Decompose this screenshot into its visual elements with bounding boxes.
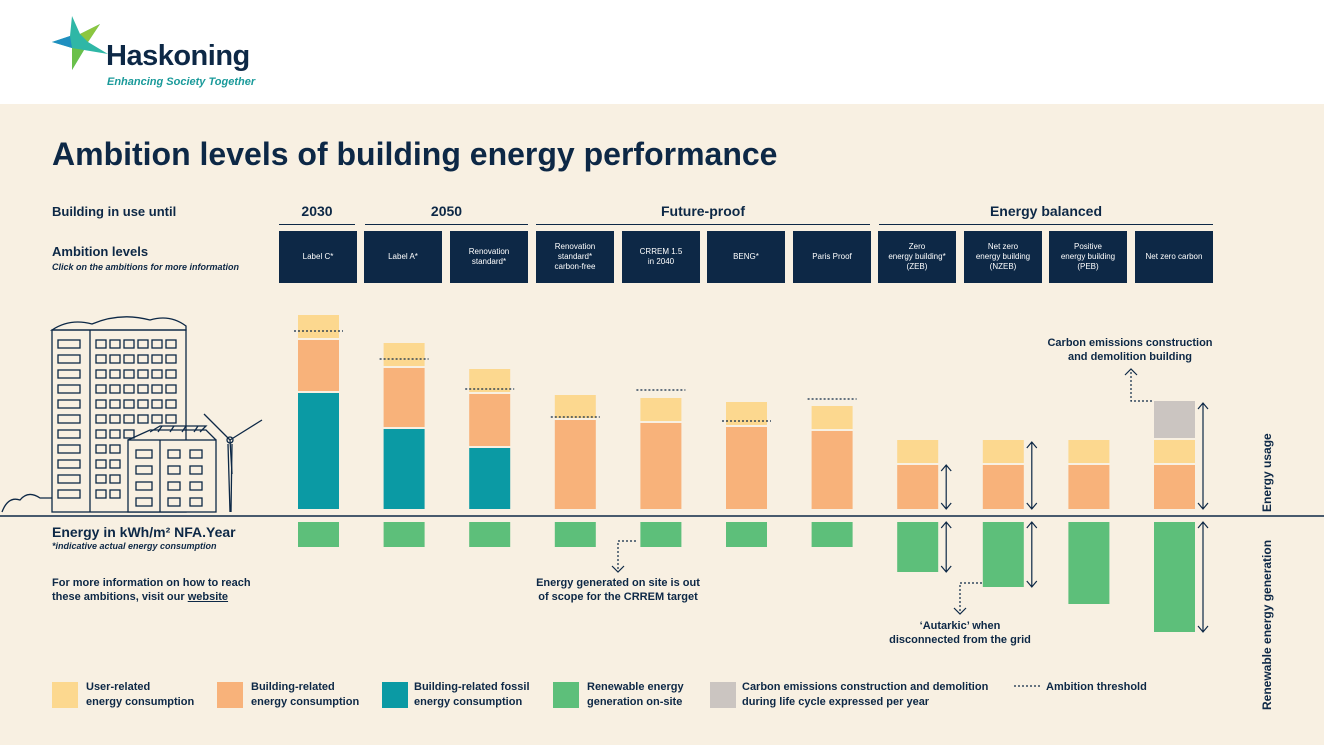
bar-building-net-zero-carbon xyxy=(1154,465,1195,509)
ambition-zeb-button[interactable]: Zero energy building* (ZEB) xyxy=(878,231,956,283)
autarkic-note: ‘Autarkic’ when disconnected from the gr… xyxy=(889,620,1031,646)
ambition-paris-proof-button[interactable]: Paris Proof xyxy=(793,231,871,283)
bar-fossil-renovation-standard xyxy=(469,448,511,509)
bar-renewable-zero-energy-building-zeb xyxy=(897,522,939,572)
in-use-label: Building in use until xyxy=(52,204,177,219)
bar-building-beng xyxy=(726,427,767,509)
info-text: For more information on how to reach the… xyxy=(52,576,251,604)
bar-renewable-crrem-1-5-in-2040 xyxy=(640,522,682,547)
ambition-net-zero-carbon-button[interactable]: Net zero carbon xyxy=(1135,231,1213,283)
bar-building-renovation-standard xyxy=(469,394,511,446)
bar-fossil-label-a xyxy=(383,429,425,509)
carbon-note: Carbon emissions construction and demoli… xyxy=(1047,337,1213,363)
wind-turbine-icon xyxy=(203,413,263,513)
energy-unit-label: Energy in kWh/m² NFA.Year xyxy=(52,524,236,540)
legend-label-renewable: Renewable energy generation on-site xyxy=(587,681,684,708)
ambition-nzeb-button[interactable]: Net zero energy building (NZEB) xyxy=(964,231,1042,283)
chart-marks xyxy=(0,315,1324,633)
bar-renewable-paris-proof xyxy=(811,522,853,547)
ambition-renovation-standard-button[interactable]: Renovation standard* xyxy=(450,231,528,283)
ambition-levels-label: Ambition levels xyxy=(52,244,149,259)
bar-building-crrem-1-5-in-2040 xyxy=(640,423,682,509)
annotation-connectors xyxy=(611,368,1152,687)
energy-usage-axis-label: Energy usage xyxy=(1260,433,1274,512)
bar-user-label-c xyxy=(298,315,339,338)
usage-arrow-zero-energy-building-zeb xyxy=(940,464,952,510)
bar-user-renovation-standard-carbon-free xyxy=(554,395,596,418)
legend-label-fossil: Building-related fossil energy consumpti… xyxy=(414,681,530,708)
ambition-label-a-button[interactable]: Label A* xyxy=(364,231,442,283)
group-energy-balanced: Energy balanced xyxy=(879,202,1213,225)
renewable-generation-axis-label: Renewable energy generation xyxy=(1260,539,1274,710)
bar-user-beng xyxy=(726,402,767,425)
bar-renewable-label-a xyxy=(383,522,425,547)
ambition-crrem-button[interactable]: CRREM 1.5 in 2040 xyxy=(622,231,700,283)
ambition-renovation-carbon-free-button[interactable]: Renovation standard* carbon-free xyxy=(536,231,614,283)
building-illustration xyxy=(1,316,263,513)
bar-user-net-zero-energy-building-nzeb xyxy=(982,440,1024,463)
bar-renewable-positive-energy-building-peb xyxy=(1068,522,1110,604)
legend-swatch-user xyxy=(52,682,78,708)
bar-renewable-net-zero-energy-building-nzeb xyxy=(982,522,1024,587)
haskoning-star-icon xyxy=(52,16,108,70)
legend-label-threshold: Ambition threshold xyxy=(1046,681,1147,693)
header-bar: Haskoning Enhancing Society Together xyxy=(0,0,1324,104)
legend-swatch-renewable xyxy=(553,682,579,708)
bar-renewable-net-zero-carbon xyxy=(1154,522,1195,632)
bar-building-positive-energy-building-peb xyxy=(1068,465,1110,509)
bar-building-renovation-standard-carbon-free xyxy=(554,420,596,509)
bar-renewable-renovation-standard xyxy=(469,522,511,547)
bar-fossil-label-c xyxy=(298,393,339,509)
bar-renewable-beng xyxy=(726,522,767,547)
legend-label-user: User-related energy consumption xyxy=(86,681,195,708)
group-future-proof: Future-proof xyxy=(536,202,870,225)
generation-arrow-zero-energy-building-zeb xyxy=(940,521,952,573)
legend-swatch-fossil xyxy=(382,682,408,708)
usage-arrow-net-zero-energy-building-nzeb xyxy=(1026,441,1038,510)
office-windows-icon xyxy=(57,339,177,499)
bar-user-zero-energy-building-zeb xyxy=(897,440,939,463)
ambition-label-c-button[interactable]: Label C* xyxy=(279,231,357,283)
group-2030: 2030 xyxy=(279,202,355,225)
generation-arrow-net-zero-energy-building-nzeb xyxy=(1026,521,1038,588)
legend-label-building: Building-related energy consumption xyxy=(251,681,360,708)
bar-building-paris-proof xyxy=(811,431,853,509)
bar-user-positive-energy-building-peb xyxy=(1068,440,1110,463)
generation-arrow-net-zero-carbon xyxy=(1197,521,1209,633)
solar-panel-icon xyxy=(149,425,208,433)
bar-building-zero-energy-building-zeb xyxy=(897,465,939,509)
page-title: Ambition levels of building energy perfo… xyxy=(52,136,778,172)
ambition-peb-button[interactable]: Positive energy building (PEB) xyxy=(1049,231,1127,283)
bar-user-label-a xyxy=(383,343,425,366)
bar-user-crrem-1-5-in-2040 xyxy=(640,398,682,421)
ambition-levels-hint: Click on the ambitions for more informat… xyxy=(52,262,240,272)
energy-unit-note: *indicative actual energy consumption xyxy=(52,541,217,551)
brand-tagline: Enhancing Society Together xyxy=(107,76,256,88)
legend-label-carbon: Carbon emissions construction and demoli… xyxy=(742,681,989,708)
info-text-body: For more information on how to reach the… xyxy=(52,577,251,603)
website-link[interactable]: website xyxy=(187,591,229,603)
bar-carbon-net-zero-carbon xyxy=(1154,401,1195,438)
bar-building-label-c xyxy=(298,340,339,391)
group-2050: 2050 xyxy=(365,202,528,225)
bar-renewable-renovation-standard-carbon-free xyxy=(554,522,596,547)
bar-building-label-a xyxy=(383,368,425,427)
bar-renewable-label-c xyxy=(298,522,339,547)
usage-arrow-net-zero-carbon xyxy=(1197,402,1209,510)
bar-building-net-zero-energy-building-nzeb xyxy=(982,465,1024,509)
brand-name: Haskoning xyxy=(106,40,250,72)
bar-user-renovation-standard xyxy=(469,369,511,392)
legend-swatch-carbon xyxy=(710,682,736,708)
ambition-beng-button[interactable]: BENG* xyxy=(707,231,785,283)
crrem-note: Energy generated on site is out of scope… xyxy=(536,577,700,603)
legend-swatch-building xyxy=(217,682,243,708)
bar-user-paris-proof xyxy=(811,406,853,429)
bar-user-net-zero-carbon xyxy=(1154,440,1195,463)
